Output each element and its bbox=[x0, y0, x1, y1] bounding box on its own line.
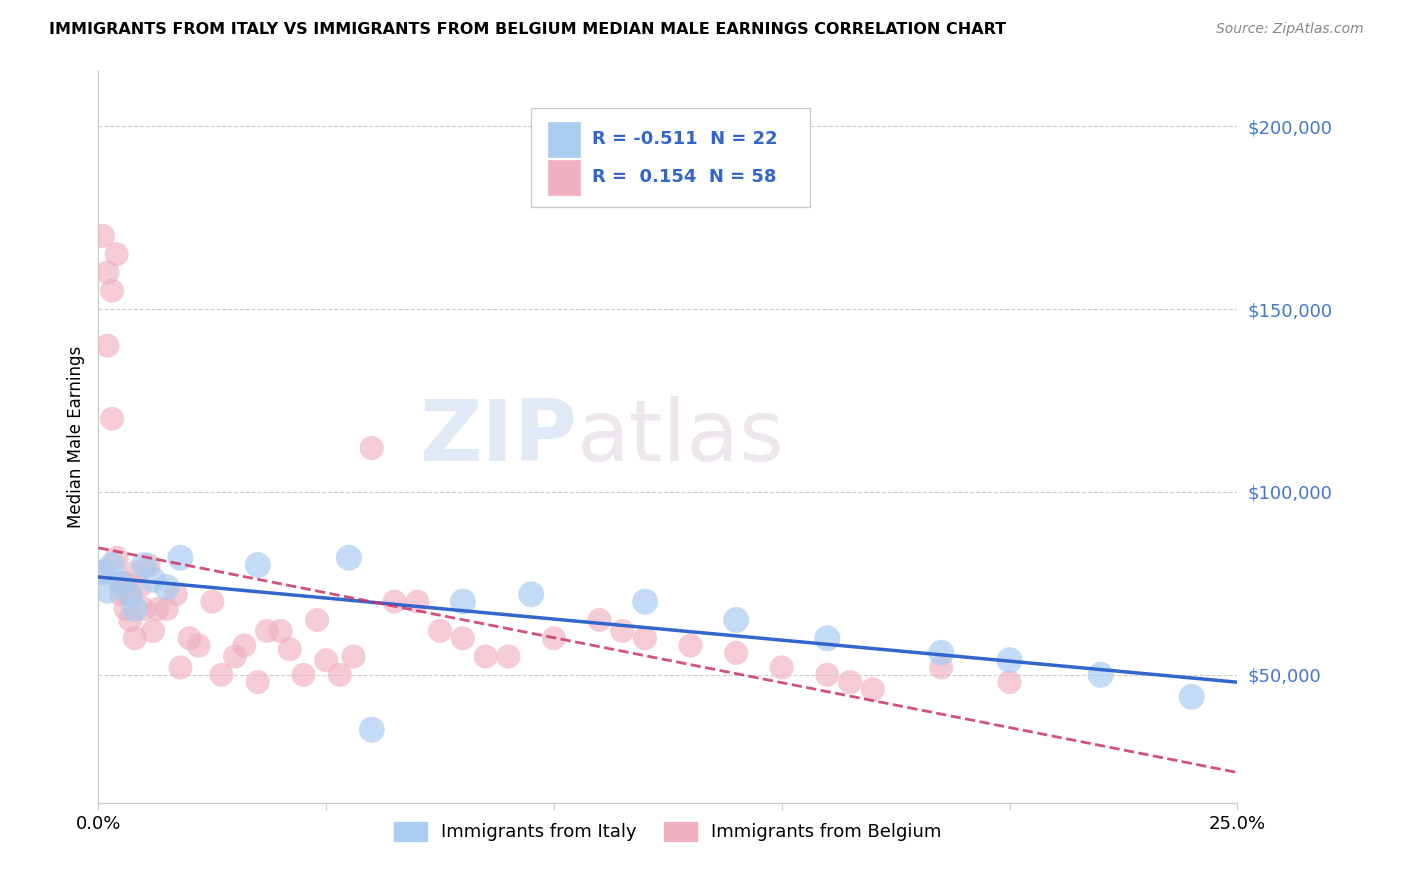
Point bbox=[679, 639, 702, 653]
Point bbox=[292, 667, 315, 681]
Point bbox=[770, 660, 793, 674]
Text: Source: ZipAtlas.com: Source: ZipAtlas.com bbox=[1216, 22, 1364, 37]
Point bbox=[634, 594, 657, 608]
Point bbox=[315, 653, 337, 667]
Point bbox=[278, 642, 301, 657]
Point bbox=[429, 624, 451, 638]
Point bbox=[110, 576, 132, 591]
Point bbox=[96, 583, 118, 598]
Point bbox=[862, 682, 884, 697]
Point bbox=[146, 602, 169, 616]
Point bbox=[142, 624, 165, 638]
Point bbox=[142, 573, 165, 587]
Point bbox=[201, 594, 224, 608]
Point bbox=[360, 723, 382, 737]
Point bbox=[384, 594, 406, 608]
Text: atlas: atlas bbox=[576, 395, 785, 479]
Point bbox=[114, 576, 136, 591]
Point bbox=[839, 675, 862, 690]
Point bbox=[209, 667, 232, 681]
Point bbox=[406, 594, 429, 608]
Point bbox=[815, 632, 838, 646]
Point bbox=[451, 594, 474, 608]
Point bbox=[114, 602, 136, 616]
Point bbox=[120, 587, 142, 601]
Bar bbox=[548, 160, 581, 195]
Point bbox=[543, 632, 565, 646]
Point bbox=[270, 624, 292, 638]
Point bbox=[132, 558, 155, 573]
Point bbox=[1090, 667, 1112, 681]
Point bbox=[169, 550, 191, 565]
Point bbox=[96, 265, 118, 279]
Point bbox=[520, 587, 543, 601]
Text: ZIP: ZIP bbox=[419, 395, 576, 479]
Point bbox=[91, 228, 114, 243]
Y-axis label: Median Male Earnings: Median Male Earnings bbox=[66, 346, 84, 528]
Point bbox=[329, 667, 352, 681]
Text: R =  0.154  N = 58: R = 0.154 N = 58 bbox=[592, 169, 776, 186]
Point bbox=[246, 558, 269, 573]
Point bbox=[256, 624, 278, 638]
Point bbox=[120, 613, 142, 627]
Point bbox=[588, 613, 610, 627]
Point bbox=[124, 632, 146, 646]
Point bbox=[725, 613, 748, 627]
Point bbox=[96, 338, 118, 352]
Text: R = -0.511  N = 22: R = -0.511 N = 22 bbox=[592, 130, 778, 148]
Point bbox=[101, 411, 124, 425]
Point bbox=[337, 550, 360, 565]
Point bbox=[91, 566, 114, 580]
Point bbox=[342, 649, 364, 664]
Point bbox=[156, 580, 179, 594]
Point bbox=[451, 632, 474, 646]
Point bbox=[246, 675, 269, 690]
Point bbox=[360, 441, 382, 455]
Point bbox=[169, 660, 191, 674]
Point bbox=[120, 587, 142, 601]
Point bbox=[929, 646, 952, 660]
Point bbox=[998, 675, 1021, 690]
Point bbox=[101, 558, 124, 573]
Point bbox=[179, 632, 201, 646]
Point bbox=[110, 576, 132, 591]
Point bbox=[124, 566, 146, 580]
Point bbox=[498, 649, 520, 664]
Point bbox=[105, 550, 128, 565]
Point bbox=[1181, 690, 1204, 704]
Point bbox=[101, 284, 124, 298]
Point bbox=[128, 580, 150, 594]
Legend: Immigrants from Italy, Immigrants from Belgium: Immigrants from Italy, Immigrants from B… bbox=[387, 814, 949, 848]
Point bbox=[474, 649, 496, 664]
FancyBboxPatch shape bbox=[531, 108, 810, 207]
Point bbox=[105, 247, 128, 261]
Point bbox=[307, 613, 329, 627]
Point bbox=[815, 667, 838, 681]
Point bbox=[233, 639, 256, 653]
Point bbox=[187, 639, 209, 653]
Point bbox=[998, 653, 1021, 667]
Point bbox=[110, 587, 132, 601]
Point bbox=[138, 558, 160, 573]
Point bbox=[165, 587, 187, 601]
Point bbox=[224, 649, 246, 664]
Point bbox=[929, 660, 952, 674]
Text: IMMIGRANTS FROM ITALY VS IMMIGRANTS FROM BELGIUM MEDIAN MALE EARNINGS CORRELATIO: IMMIGRANTS FROM ITALY VS IMMIGRANTS FROM… bbox=[49, 22, 1007, 37]
Bar bbox=[548, 122, 581, 157]
Point bbox=[132, 602, 155, 616]
Point bbox=[612, 624, 634, 638]
Point bbox=[91, 566, 114, 580]
Point bbox=[156, 602, 179, 616]
Point bbox=[725, 646, 748, 660]
Point bbox=[124, 602, 146, 616]
Point bbox=[634, 632, 657, 646]
